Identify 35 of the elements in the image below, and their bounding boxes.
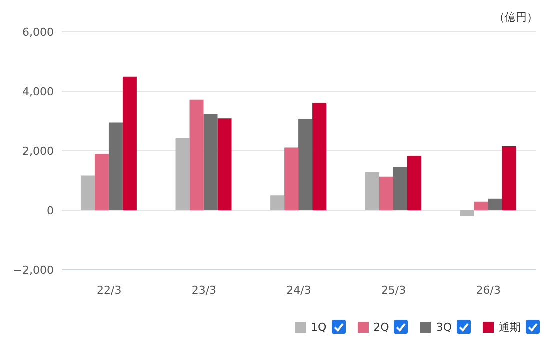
text: （億円）	[494, 10, 538, 25]
bar	[94, 154, 109, 210]
x-tick-label: 26/3	[476, 284, 501, 297]
bar	[460, 210, 474, 216]
y-tick-label: 0	[47, 204, 54, 218]
legend-label: 1Q	[310, 320, 327, 334]
bar	[122, 76, 137, 210]
bar	[204, 114, 218, 210]
y-tick-label: 4,000	[22, 85, 54, 98]
y-tick-label: 6,000	[22, 26, 54, 39]
bar	[190, 100, 204, 210]
bar	[488, 198, 502, 210]
bar	[270, 196, 285, 210]
y-tick-label: −2,000	[13, 264, 54, 277]
bar	[379, 176, 394, 210]
bar	[176, 138, 190, 210]
bar	[474, 202, 488, 210]
legend-label: 通期	[499, 320, 521, 334]
bar	[80, 176, 95, 210]
y-tick-label: 2,000	[22, 144, 54, 158]
bar	[284, 148, 299, 210]
bar	[298, 119, 313, 210]
x-tick-label: 24/3	[286, 284, 312, 297]
bar	[108, 122, 123, 210]
x-tick-label: 23/3	[192, 284, 217, 297]
x-tick-label: 22/3	[97, 284, 122, 297]
x-tick-label: 25/3	[381, 284, 406, 297]
legend-label: 3Q	[436, 320, 452, 334]
bar	[218, 118, 232, 210]
bar	[393, 167, 408, 210]
bar	[365, 172, 380, 210]
bar	[502, 146, 516, 210]
legend-label: 2Q	[374, 320, 390, 334]
bar	[407, 156, 422, 210]
bar	[312, 103, 327, 210]
